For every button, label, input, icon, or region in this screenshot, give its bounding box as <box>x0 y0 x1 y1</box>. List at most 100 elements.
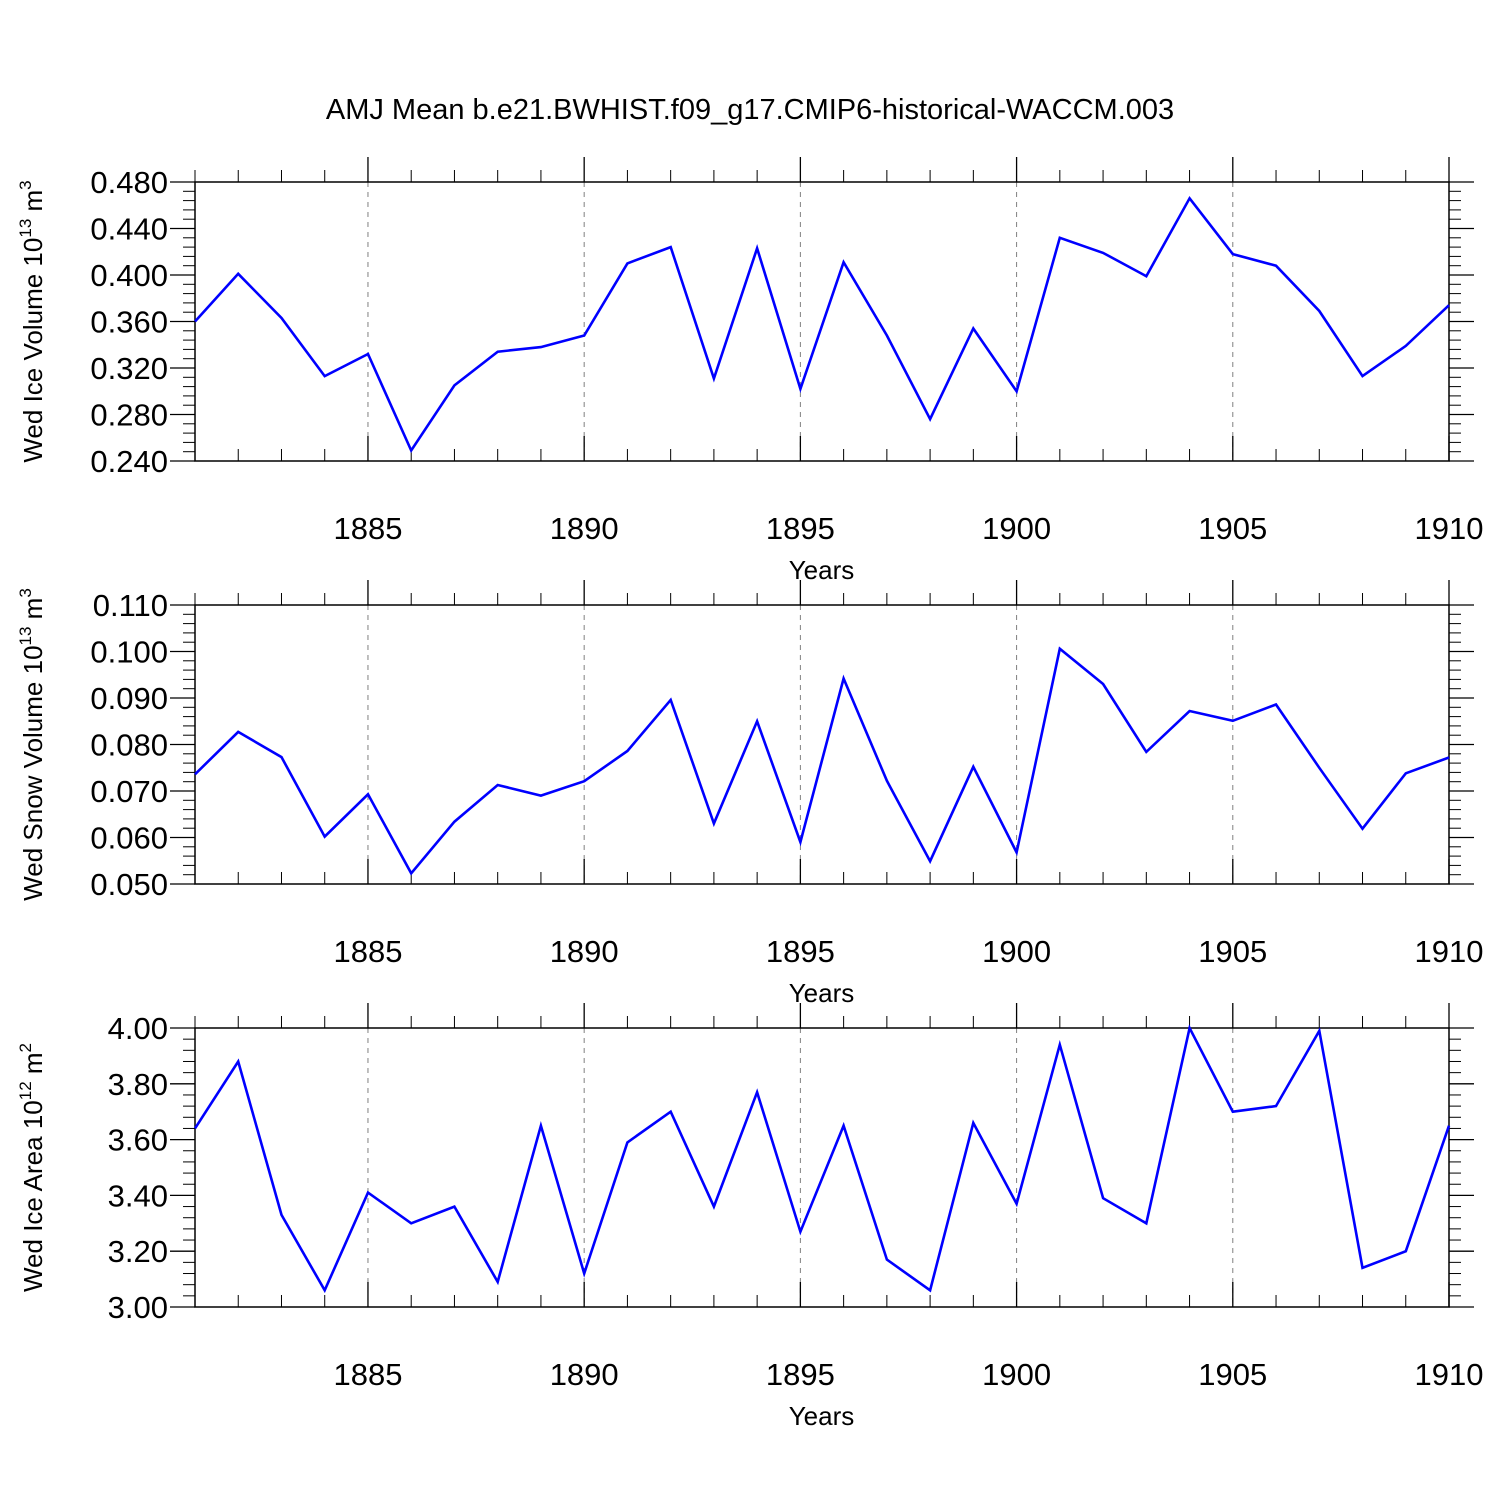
data-point <box>885 1258 889 1262</box>
data-point <box>1058 1043 1062 1047</box>
data-point <box>885 334 889 338</box>
data-point <box>366 352 370 356</box>
x-tick-label: 1890 <box>550 934 619 969</box>
data-point <box>193 320 197 324</box>
plot-frame <box>194 1027 1450 1308</box>
data-point <box>452 383 456 387</box>
data-point <box>1144 1221 1148 1225</box>
data-point <box>1317 766 1321 770</box>
x-tick-label: 1910 <box>1415 511 1484 546</box>
data-point <box>582 334 586 338</box>
data-point <box>409 449 413 453</box>
data-point <box>669 698 673 702</box>
panels: 0.240 0.280 0.320 0.360 0.400 0.440 0.480 1885 1… <box>16 157 1483 1431</box>
x-tick-label: 1895 <box>766 1357 835 1392</box>
x-tick-label: 1910 <box>1415 1357 1484 1392</box>
series-line <box>194 195 1450 454</box>
data-point <box>366 792 370 796</box>
data-point <box>669 245 673 249</box>
data-point <box>1361 1266 1365 1270</box>
x-axis-label: Years <box>789 1401 855 1431</box>
series-line <box>193 1024 1451 1294</box>
data-point <box>1274 1104 1278 1108</box>
x-tick-label: 1885 <box>333 511 402 546</box>
y-tick-label: 0.100 <box>90 635 168 670</box>
data-point <box>928 1288 932 1292</box>
data-point <box>1317 1029 1321 1033</box>
data-point <box>712 377 716 381</box>
y-tick-label: 0.480 <box>90 165 168 200</box>
data-point <box>452 1205 456 1209</box>
y-tick-label: 0.080 <box>90 728 168 763</box>
data-point <box>496 350 500 354</box>
data-point <box>1188 196 1192 200</box>
x-tick-label: 1910 <box>1415 934 1484 969</box>
data-point <box>539 794 543 798</box>
data-point <box>323 835 327 839</box>
y-tick-label: 4.00 <box>108 1011 168 1046</box>
x-tick-label: 1885 <box>333 1357 402 1392</box>
y-tick-label: 0.050 <box>90 867 168 902</box>
panel-2: 0.050 0.060 0.070 0.080 0.090 0.100 0.110 1885 1… <box>16 580 1483 1008</box>
data-point <box>1015 389 1019 393</box>
data-point <box>755 246 759 250</box>
data-point <box>1447 1124 1451 1128</box>
data-point <box>409 1221 413 1225</box>
y-axis-label: Wed Ice Volume 1013 m3 <box>16 180 48 462</box>
x-tick-label: 1885 <box>333 934 402 969</box>
x-tick-label: 1905 <box>1198 1357 1267 1392</box>
x-tick-label: 1895 <box>766 934 835 969</box>
data-point <box>712 822 716 826</box>
y-tick-label: 3.00 <box>108 1290 168 1325</box>
panel-3: 3.00 3.20 3.40 3.60 3.80 4.00 1885 1890 1895 1900… <box>16 1003 1483 1431</box>
data-point <box>496 783 500 787</box>
x-axis-label: Years <box>789 555 855 585</box>
x-tick-label: 1900 <box>982 511 1051 546</box>
y-tick-label: 3.80 <box>108 1067 168 1102</box>
data-point <box>885 779 889 783</box>
data-point <box>1404 771 1408 775</box>
x-tick-label: 1890 <box>550 511 619 546</box>
data-point <box>971 1121 975 1125</box>
data-point <box>539 1124 543 1128</box>
data-point <box>193 1126 197 1130</box>
data-point <box>193 772 197 776</box>
data-point <box>1231 719 1235 723</box>
data-point <box>712 1205 716 1209</box>
data-point <box>842 260 846 264</box>
x-tick-label: 1895 <box>766 511 835 546</box>
data-point <box>928 417 932 421</box>
series-line <box>194 646 1450 876</box>
y-tick-label: 0.060 <box>90 821 168 856</box>
y-tick-label: 0.240 <box>90 444 168 479</box>
y-tick-label: 3.20 <box>108 1234 168 1269</box>
data-point <box>1447 303 1451 307</box>
x-tick-label: 1905 <box>1198 511 1267 546</box>
x-tick-label: 1900 <box>982 1357 1051 1392</box>
panel-1: 0.240 0.280 0.320 0.360 0.400 0.440 0.480 1885 1… <box>16 157 1483 585</box>
data-point <box>971 765 975 769</box>
data-point <box>280 316 284 320</box>
data-point <box>1188 709 1192 713</box>
data-point <box>539 345 543 349</box>
data-point <box>1144 750 1148 754</box>
data-point <box>1361 827 1365 831</box>
data-point <box>1058 236 1062 240</box>
data-point <box>452 820 456 824</box>
data-point <box>1015 1202 1019 1206</box>
data-point <box>1058 647 1062 651</box>
data-point <box>236 272 240 276</box>
data-point <box>1404 344 1408 348</box>
data-point <box>1101 682 1105 686</box>
data-point <box>1274 264 1278 268</box>
data-point <box>842 677 846 681</box>
data-point <box>625 749 629 753</box>
x-tick-label: 1890 <box>550 1357 619 1392</box>
data-point <box>1231 252 1235 256</box>
data-point <box>323 374 327 378</box>
y-tick-label: 0.400 <box>90 258 168 293</box>
data-point <box>1101 251 1105 255</box>
data-point <box>1144 274 1148 278</box>
data-point <box>798 840 802 844</box>
